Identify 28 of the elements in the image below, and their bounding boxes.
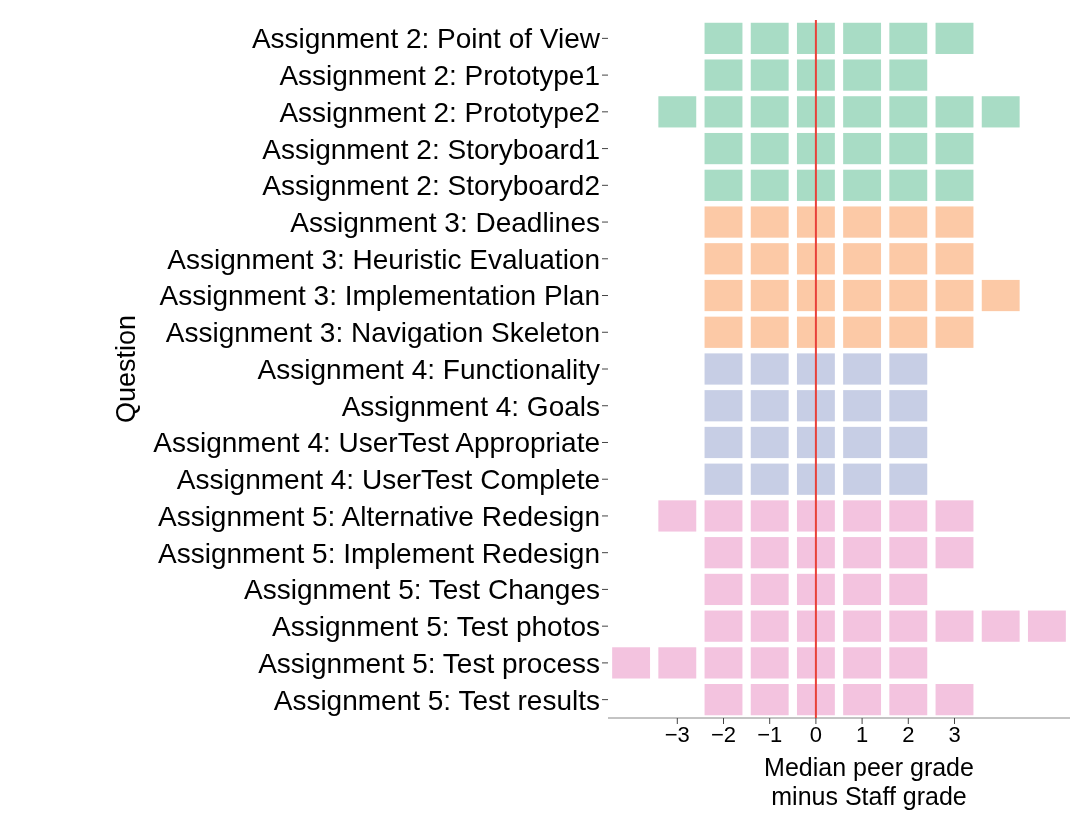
y-tick-label: Assignment 3: Heuristic Evaluation: [167, 243, 600, 275]
y-tick-label: Assignment 2: Storyboard2: [262, 170, 600, 202]
y-tick-label: Assignment 4: Functionality: [257, 353, 600, 385]
y-tick-label: Assignment 3: Deadlines: [290, 206, 600, 238]
y-tick-label: Assignment 5: Test photos: [272, 611, 600, 643]
y-tick-label: Assignment 5: Test process: [258, 647, 600, 679]
y-tick-label: Assignment 5: Test results: [273, 684, 600, 716]
y-tick-label: Assignment 4: UserTest Complete: [176, 464, 600, 496]
y-tick-label: Assignment 5: Alternative Redesign: [157, 500, 600, 532]
y-tick-label: Assignment 2: Point of View: [251, 23, 601, 55]
y-tick-label: Assignment 2: Prototype1: [279, 60, 600, 92]
x-tick-label: 0: [809, 721, 823, 747]
x-tick-label: −3: [664, 721, 690, 747]
y-axis-title: Question: [110, 314, 141, 424]
x-tick-label: 3: [948, 721, 961, 747]
y-tick-label: Assignment 3: Implementation Plan: [159, 280, 600, 312]
y-tick-label: Assignment 2: Storyboard1: [262, 133, 600, 165]
y-tick-label: Assignment 4: Goals: [341, 390, 600, 422]
x-tick-label: 2: [902, 721, 915, 747]
y-tick-label: Assignment 4: UserTest Appropriate: [153, 427, 600, 459]
x-tick-label: 1: [855, 721, 869, 747]
y-tick-label: Assignment 5: Test Changes: [244, 574, 600, 606]
y-tick-label: Assignment 5: Implement Redesign: [158, 537, 600, 569]
x-tick-label: −1: [757, 721, 783, 747]
x-tick-label: −2: [710, 721, 737, 747]
y-tick-label: Assignment 2: Prototype2: [279, 96, 600, 128]
y-tick-label: Assignment 3: Navigation Skeleton: [165, 317, 600, 349]
x-axis-title: Median peer grade minus Staff grade: [764, 753, 974, 810]
